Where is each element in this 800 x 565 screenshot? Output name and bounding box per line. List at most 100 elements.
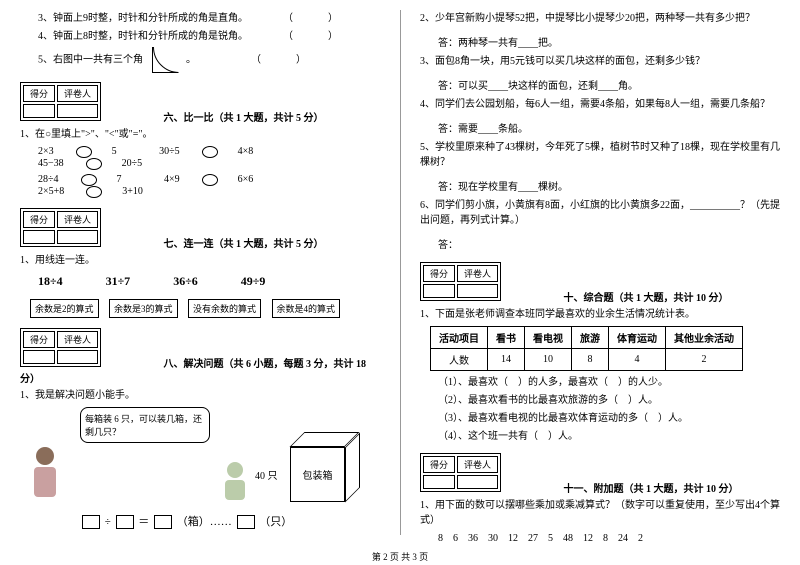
rans2: 答：两种琴一共有____把。 (420, 36, 780, 51)
td0: 人数 (431, 349, 488, 371)
td3: 8 (572, 349, 609, 371)
r2f: 3+10 (122, 186, 143, 197)
r1d: 4×8 (238, 146, 254, 157)
q5-text-b: 。 (186, 54, 196, 65)
fill-equation: ÷ ＝ （箱）…… （只） (80, 513, 380, 529)
q5-text-a: 5、右图中一共有三个角 (38, 54, 143, 65)
score-box-11: 得分评卷人 (420, 453, 501, 492)
sec7-q1: 1、用线连一连。 (20, 253, 380, 268)
r2e: 2×5+8 (38, 186, 64, 197)
r2a: 28÷4 (38, 174, 59, 185)
paren-r: ） (328, 13, 338, 24)
score-l11: 得分 (423, 456, 455, 473)
r2d: 6×6 (238, 174, 254, 185)
section-7-title: 七、连一连（共 1 大题，共计 5 分） (164, 239, 324, 250)
td5: 2 (666, 349, 743, 371)
lb1: 余数是2的算式 (30, 299, 99, 318)
td1: 14 (488, 349, 525, 371)
score-l10: 得分 (423, 265, 455, 282)
eq-row-1: 2×3 5 30÷5 4×8 45−38 20÷5 (38, 146, 380, 170)
blank-sq[interactable] (237, 515, 255, 529)
circle-blank[interactable] (86, 158, 102, 170)
r2b: 7 (117, 174, 122, 185)
rq5: 5、学校里原来种了43棵树，今年死了5棵，植树节时又种了18棵，现在学校里有几棵… (420, 140, 780, 170)
rans6: 答： (420, 238, 780, 253)
blank-sq[interactable] (82, 515, 100, 529)
sec11-q1: 1、用下面的数可以摆哪些乘加或乘减算式？（数字可以重复使用，至少写出4个算式） (420, 498, 780, 528)
table-header-row: 活动项目 看书 看电视 旅游 体育运动 其他业余活动 (431, 327, 743, 349)
r1b: 5 (112, 146, 117, 157)
td2: 10 (525, 349, 572, 371)
paren-l: （ (283, 13, 293, 24)
package-box: 包装箱 (290, 432, 360, 502)
unit1: （箱）…… (177, 516, 232, 528)
speech-bubble: 每箱装 6 只，可以装几箱，还剩几只？ (80, 407, 210, 443)
rq6: 6、同学们剪小旗，小黄旗有8面，小红旗的比小黄旗多22面，__________？… (420, 198, 780, 228)
th2: 看书 (488, 327, 525, 349)
circle-blank[interactable] (202, 146, 218, 158)
score-l8: 得分 (23, 331, 55, 348)
c1: 18÷4 (38, 274, 63, 289)
score-box-6: 得分评卷人 (20, 82, 101, 121)
sec10-q1: 1、下面是张老师调查本班同学最喜欢的业余生活情况统计表。 (420, 307, 780, 322)
sec8-q1: 1、我是解决问题小能手。 (20, 388, 380, 403)
circle-blank[interactable] (76, 146, 92, 158)
eq-sign: ＝ (138, 516, 149, 528)
rq4: 4、同学们去公园划船，每6人一组，需要4条船，如果每8人一组，需要几条船？ (420, 97, 780, 112)
paren-r2: ） (328, 31, 338, 42)
div-sign: ÷ (105, 516, 111, 528)
th6: 其他业余活动 (666, 327, 743, 349)
section-10-title: 十、综合题（共 1 大题，共计 10 分） (564, 293, 729, 304)
rans4: 答：需要____条船。 (420, 122, 780, 137)
c3: 36÷6 (173, 274, 198, 289)
q3: 3、钟面上9时整，时针和分针所成的角是直角。 （ ） (20, 11, 380, 26)
label-row: 余数是2的算式 余数是3的算式 没有余数的算式 余数是4的算式 (30, 299, 380, 318)
paren-l2: （ (283, 31, 293, 42)
circle-blank[interactable] (81, 174, 97, 186)
speech-text: 每箱装 6 只，可以装几箱，还剩几只？ (85, 414, 202, 437)
th4: 旅游 (572, 327, 609, 349)
table-data-row: 人数 14 10 8 4 2 (431, 349, 743, 371)
r1a: 2×3 (38, 146, 54, 157)
score-r7: 评卷人 (57, 211, 98, 228)
s3: （3）、最喜欢看电视的比最喜欢体育运动的多（ ）人。 (420, 411, 780, 426)
rans5: 答：现在学校里有____棵树。 (420, 180, 780, 195)
quarter-circle-figure (152, 47, 178, 73)
s1: （1）、最喜欢（ ）的人多，最喜欢（ ）的人少。 (420, 375, 780, 390)
circle-blank[interactable] (86, 186, 102, 198)
girl-icon (30, 447, 60, 502)
score-r10: 评卷人 (457, 265, 498, 282)
q5: 5、右图中一共有三个角 。 （ ） (20, 47, 380, 73)
stats-table: 活动项目 看书 看电视 旅游 体育运动 其他业余活动 人数 14 10 8 4 … (430, 326, 743, 371)
blank-sq[interactable] (116, 515, 134, 529)
circle-blank[interactable] (202, 174, 218, 186)
r1c: 30÷5 (159, 146, 180, 157)
connect-row: 18÷4 31÷7 36÷6 49÷9 (38, 274, 380, 289)
q4-text: 4、钟面上8时整，时针和分针所成的角是锐角。 (38, 31, 248, 42)
lb4: 余数是4的算式 (272, 299, 341, 318)
section-11-title: 十一、附加题（共 1 大题，共计 10 分） (564, 484, 739, 495)
lb2: 余数是3的算式 (109, 299, 178, 318)
th5: 体育运动 (609, 327, 666, 349)
problem-figure: 每箱装 6 只，可以装几箱，还剩几只？ 40 只 包装箱 (20, 407, 380, 507)
c2: 31÷7 (106, 274, 131, 289)
sec6-q1: 1、在○里填上">"、"<"或"="。 (20, 127, 380, 142)
page-footer: 第 2 页 共 3 页 (0, 550, 800, 563)
score-r8: 评卷人 (57, 331, 98, 348)
paren-r3: ） (296, 54, 306, 65)
r2c: 4×9 (164, 174, 180, 185)
q3-text: 3、钟面上9时整，时针和分针所成的角是直角。 (38, 13, 248, 24)
box-label: 包装箱 (303, 467, 333, 482)
th1: 活动项目 (431, 327, 488, 349)
rq3: 3、面包8角一块，用5元钱可以买几块这样的面包，还剩多少钱？ (420, 54, 780, 69)
rq2: 2、少年宫新购小提琴52把，中提琴比小提琴少20把，两种琴一共有多少把？ (420, 11, 780, 26)
score-l7: 得分 (23, 211, 55, 228)
rans3: 答：可以买____块这样的面包，还剩____角。 (420, 79, 780, 94)
paren-l3: （ (251, 54, 261, 65)
td4: 4 (609, 349, 666, 371)
r1f: 20÷5 (122, 158, 143, 169)
s2: （2）、最喜欢看书的比最喜欢旅游的多（ ）人。 (420, 393, 780, 408)
blank-sq[interactable] (154, 515, 172, 529)
r1e: 45−38 (38, 158, 64, 169)
q4: 4、钟面上8时整，时针和分针所成的角是锐角。 （ ） (20, 29, 380, 44)
